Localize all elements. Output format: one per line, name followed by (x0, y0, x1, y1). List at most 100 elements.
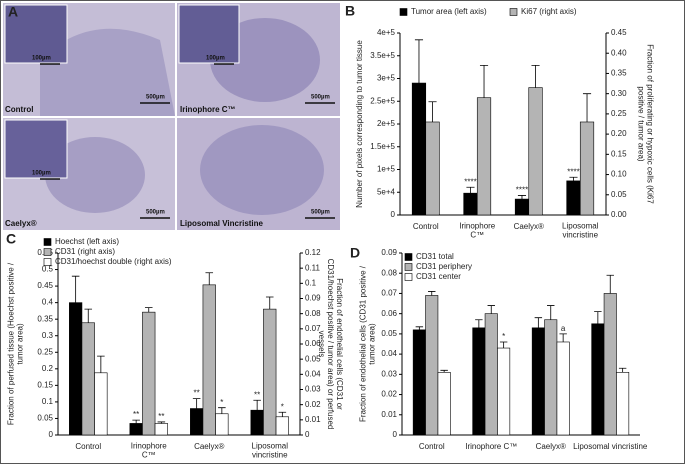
legend-label: CD31 center (416, 272, 461, 281)
bar (528, 87, 543, 216)
annotation: **** (464, 177, 476, 186)
inset (4, 4, 68, 64)
y2-tick-label: 0.25 (611, 109, 627, 118)
error-bar (534, 317, 543, 328)
text-line: Liposomal (252, 442, 289, 451)
y-tick-label: 2.5e+5 (370, 96, 395, 105)
annotation: ** (133, 410, 139, 419)
scale-label: 100µm (32, 171, 51, 177)
y-tick-label: 0.1 (42, 397, 54, 406)
text-line: Liposomal (562, 222, 599, 231)
y2-tick-label: 0.01 (305, 415, 321, 424)
error-bar (84, 308, 93, 323)
y-tick-label: 0.09 (381, 248, 397, 257)
bar (425, 121, 440, 216)
y-tick-label: 0.5 (42, 265, 54, 274)
error-bar (479, 64, 489, 98)
text-line: tumor area) (368, 323, 377, 365)
error-bar (144, 307, 153, 313)
y2-tick-label: 0.05 (611, 190, 627, 199)
y-axis-title: Fraction of endothelial cells (CD31 posi… (359, 265, 377, 422)
y2-axis-title: Fraction of endothelial cells (CD31 orCD… (317, 259, 344, 430)
image-label: Liposomal Vincristine (180, 219, 264, 228)
error-bar (487, 305, 495, 314)
annotation: ** (194, 389, 200, 398)
bar (476, 97, 492, 216)
image-label: Irinophore C™ (180, 105, 236, 114)
y-tick-label: 0.45 (37, 281, 53, 290)
x-tick-label: Caelyx® (514, 222, 544, 231)
y2-tick-label: 0.45 (611, 28, 627, 37)
legend-swatch (43, 248, 52, 256)
annotation: ** (158, 412, 164, 421)
bar (250, 409, 264, 436)
bar (142, 311, 156, 436)
error-bar (531, 64, 540, 88)
bar (531, 327, 545, 436)
y-tick-label: 2e+5 (377, 119, 396, 128)
bar (275, 416, 289, 436)
scale-label: 500µm (311, 210, 330, 216)
legend-label: Hoechst (left axis) (55, 237, 119, 246)
error-bar (218, 407, 226, 414)
legend-label: CD31 (right axis) (55, 247, 115, 256)
error-bar (97, 355, 105, 373)
image-label: Control (5, 105, 33, 114)
legend-label: CD31 periphery (416, 262, 472, 271)
y2-tick-label: 0.07 (305, 324, 321, 333)
error-bar (466, 186, 475, 194)
error-bar (547, 305, 555, 320)
legend-swatch (509, 8, 518, 16)
bar (81, 322, 95, 436)
x-tick-label: Liposomal vincristine (252, 442, 289, 460)
y-tick-label: 0.08 (381, 268, 397, 277)
y2-tick-label: 0.20 (611, 129, 627, 138)
text-line: Fraction of endothelial cells (CD31 or (335, 278, 344, 410)
y2-tick-label: 0.40 (611, 48, 627, 57)
error-bar (582, 93, 592, 122)
inset (178, 4, 240, 64)
bar (425, 295, 439, 436)
y-tick-label: 0.06 (381, 309, 397, 318)
text-line: Irinophore (459, 222, 496, 231)
y-axis-title: Fraction of perfused tissue (Hoechst pos… (7, 262, 25, 425)
bar (497, 347, 511, 436)
annotation: * (220, 398, 223, 407)
text-line: positive / tumor area) (636, 86, 645, 161)
text-line: vessels (317, 331, 326, 358)
legend-swatch (43, 238, 52, 246)
bar (129, 423, 143, 436)
legend-swatch (404, 253, 413, 261)
annotation: * (502, 332, 505, 341)
y2-tick-label: 0.11 (305, 263, 321, 272)
y-tick-label: 5e+4 (377, 187, 396, 196)
bar (514, 198, 530, 216)
error-bar (559, 333, 567, 342)
tissue (40, 28, 175, 116)
y2-axis-title: Fraction of proliferating or hypoxic cel… (636, 44, 654, 204)
x-tick-label: Control (413, 222, 439, 231)
y-axis-title: Number of pixels corresponding to tumor … (355, 40, 364, 208)
bar (463, 192, 478, 216)
y-tick-label: 0.05 (381, 329, 397, 338)
legend-swatch (404, 263, 413, 271)
scale-label: 500µm (146, 210, 165, 216)
x-tick-label: Irinophore C™ (131, 442, 168, 460)
y2-tick-label: 0.02 (305, 400, 321, 409)
error-bar (414, 39, 424, 84)
text-line: C™ (142, 451, 156, 460)
y-tick-label: 1e+5 (377, 165, 396, 174)
error-bar (475, 319, 483, 328)
scale-label: 100µm (32, 56, 51, 62)
bar (69, 302, 83, 436)
x-tick-label: Liposomal vincristine (573, 442, 648, 451)
legend-swatch (399, 8, 408, 16)
panel-letter: B (345, 3, 355, 19)
x-tick-label: Irinophore C™ (465, 442, 517, 451)
y2-tick-label: 0.12 (305, 248, 321, 257)
tissue (200, 125, 324, 215)
y-tick-label: 0.05 (37, 414, 53, 423)
y-tick-label: 0.15 (37, 380, 53, 389)
y2-tick-label: 0.1 (305, 278, 317, 287)
